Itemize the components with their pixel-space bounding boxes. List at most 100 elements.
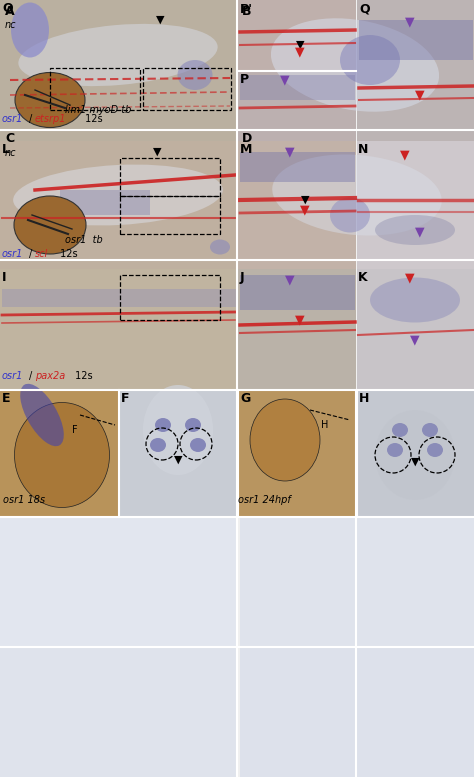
Ellipse shape	[15, 402, 109, 507]
Ellipse shape	[20, 384, 64, 446]
Text: osr1: osr1	[2, 371, 23, 381]
Text: osr1: osr1	[2, 249, 23, 259]
Text: P': P'	[240, 3, 253, 16]
FancyBboxPatch shape	[0, 141, 237, 269]
Text: B: B	[242, 5, 252, 18]
Text: ▼: ▼	[153, 147, 161, 157]
FancyBboxPatch shape	[2, 289, 236, 307]
FancyBboxPatch shape	[238, 141, 356, 269]
FancyBboxPatch shape	[119, 390, 237, 517]
FancyBboxPatch shape	[0, 390, 118, 517]
Text: ▼: ▼	[415, 89, 425, 102]
Text: ▼: ▼	[174, 455, 182, 465]
Text: L: L	[2, 143, 10, 156]
Text: nc: nc	[5, 20, 17, 30]
FancyBboxPatch shape	[0, 269, 237, 390]
Text: A: A	[5, 5, 15, 18]
FancyBboxPatch shape	[357, 390, 474, 517]
Ellipse shape	[155, 418, 171, 432]
Ellipse shape	[185, 418, 201, 432]
FancyBboxPatch shape	[0, 517, 237, 647]
FancyBboxPatch shape	[240, 75, 355, 100]
Text: ▼: ▼	[415, 225, 425, 239]
FancyBboxPatch shape	[238, 390, 356, 517]
FancyBboxPatch shape	[238, 71, 356, 141]
Text: K: K	[358, 271, 368, 284]
Text: ▼: ▼	[410, 333, 420, 347]
Ellipse shape	[11, 2, 49, 57]
Text: ▼: ▼	[405, 271, 415, 284]
Ellipse shape	[190, 438, 206, 452]
Ellipse shape	[271, 19, 439, 112]
Text: F: F	[121, 392, 129, 405]
Text: ▼: ▼	[295, 46, 305, 58]
Ellipse shape	[15, 72, 85, 127]
Ellipse shape	[392, 423, 408, 437]
Text: O: O	[2, 2, 13, 15]
Text: ▼: ▼	[411, 457, 419, 467]
FancyBboxPatch shape	[60, 190, 150, 215]
Text: /: /	[29, 249, 32, 259]
Text: H: H	[321, 420, 328, 430]
Text: ▼: ▼	[280, 74, 290, 86]
Text: D: D	[242, 132, 252, 145]
Text: F: F	[72, 425, 78, 435]
Ellipse shape	[18, 24, 218, 86]
Ellipse shape	[370, 277, 460, 322]
Text: Q: Q	[359, 2, 370, 15]
Text: P: P	[240, 73, 249, 86]
Ellipse shape	[375, 410, 455, 500]
Text: G: G	[240, 392, 250, 405]
FancyBboxPatch shape	[357, 141, 474, 269]
Text: ▼: ▼	[285, 145, 295, 159]
FancyBboxPatch shape	[238, 269, 356, 390]
Text: 12s: 12s	[72, 371, 92, 381]
FancyBboxPatch shape	[0, 647, 237, 777]
FancyBboxPatch shape	[240, 275, 355, 310]
Ellipse shape	[387, 443, 403, 457]
Text: osr1: osr1	[2, 114, 23, 124]
Text: J: J	[240, 271, 245, 284]
Text: M: M	[240, 143, 252, 156]
Ellipse shape	[14, 196, 86, 254]
Text: I: I	[2, 271, 7, 284]
Ellipse shape	[340, 35, 400, 85]
Ellipse shape	[150, 438, 166, 452]
FancyBboxPatch shape	[240, 647, 474, 777]
Ellipse shape	[143, 385, 213, 475]
FancyBboxPatch shape	[359, 20, 473, 60]
Text: osr1  tb: osr1 tb	[65, 235, 103, 245]
Text: ▼: ▼	[156, 15, 164, 25]
Text: lim1 myoD tb: lim1 myoD tb	[65, 105, 131, 115]
Text: nc: nc	[5, 148, 17, 158]
Text: ▼: ▼	[405, 16, 415, 29]
FancyBboxPatch shape	[357, 269, 474, 390]
Ellipse shape	[427, 443, 443, 457]
Text: scl: scl	[35, 249, 48, 259]
Ellipse shape	[272, 155, 442, 235]
Ellipse shape	[13, 165, 223, 225]
Text: osr1 18s: osr1 18s	[3, 495, 45, 505]
FancyBboxPatch shape	[240, 152, 355, 182]
Text: ▼: ▼	[285, 274, 295, 287]
Ellipse shape	[210, 239, 230, 255]
Text: ▼: ▼	[295, 313, 305, 326]
Text: etsrp1: etsrp1	[35, 114, 66, 124]
Text: 12s: 12s	[57, 249, 78, 259]
Ellipse shape	[250, 399, 320, 481]
Text: osr1 24hpf: osr1 24hpf	[238, 495, 291, 505]
Text: ▼: ▼	[300, 204, 310, 217]
Ellipse shape	[330, 197, 370, 232]
Text: ▼: ▼	[400, 148, 410, 162]
Ellipse shape	[422, 423, 438, 437]
Text: pax2a: pax2a	[35, 371, 65, 381]
Text: 12s: 12s	[82, 114, 103, 124]
Text: ▼: ▼	[301, 195, 309, 205]
Ellipse shape	[375, 215, 455, 245]
Text: C: C	[5, 132, 14, 145]
FancyBboxPatch shape	[238, 0, 356, 71]
Text: H: H	[359, 392, 369, 405]
Text: ▼: ▼	[296, 40, 304, 50]
Text: N: N	[358, 143, 368, 156]
FancyBboxPatch shape	[0, 0, 237, 141]
